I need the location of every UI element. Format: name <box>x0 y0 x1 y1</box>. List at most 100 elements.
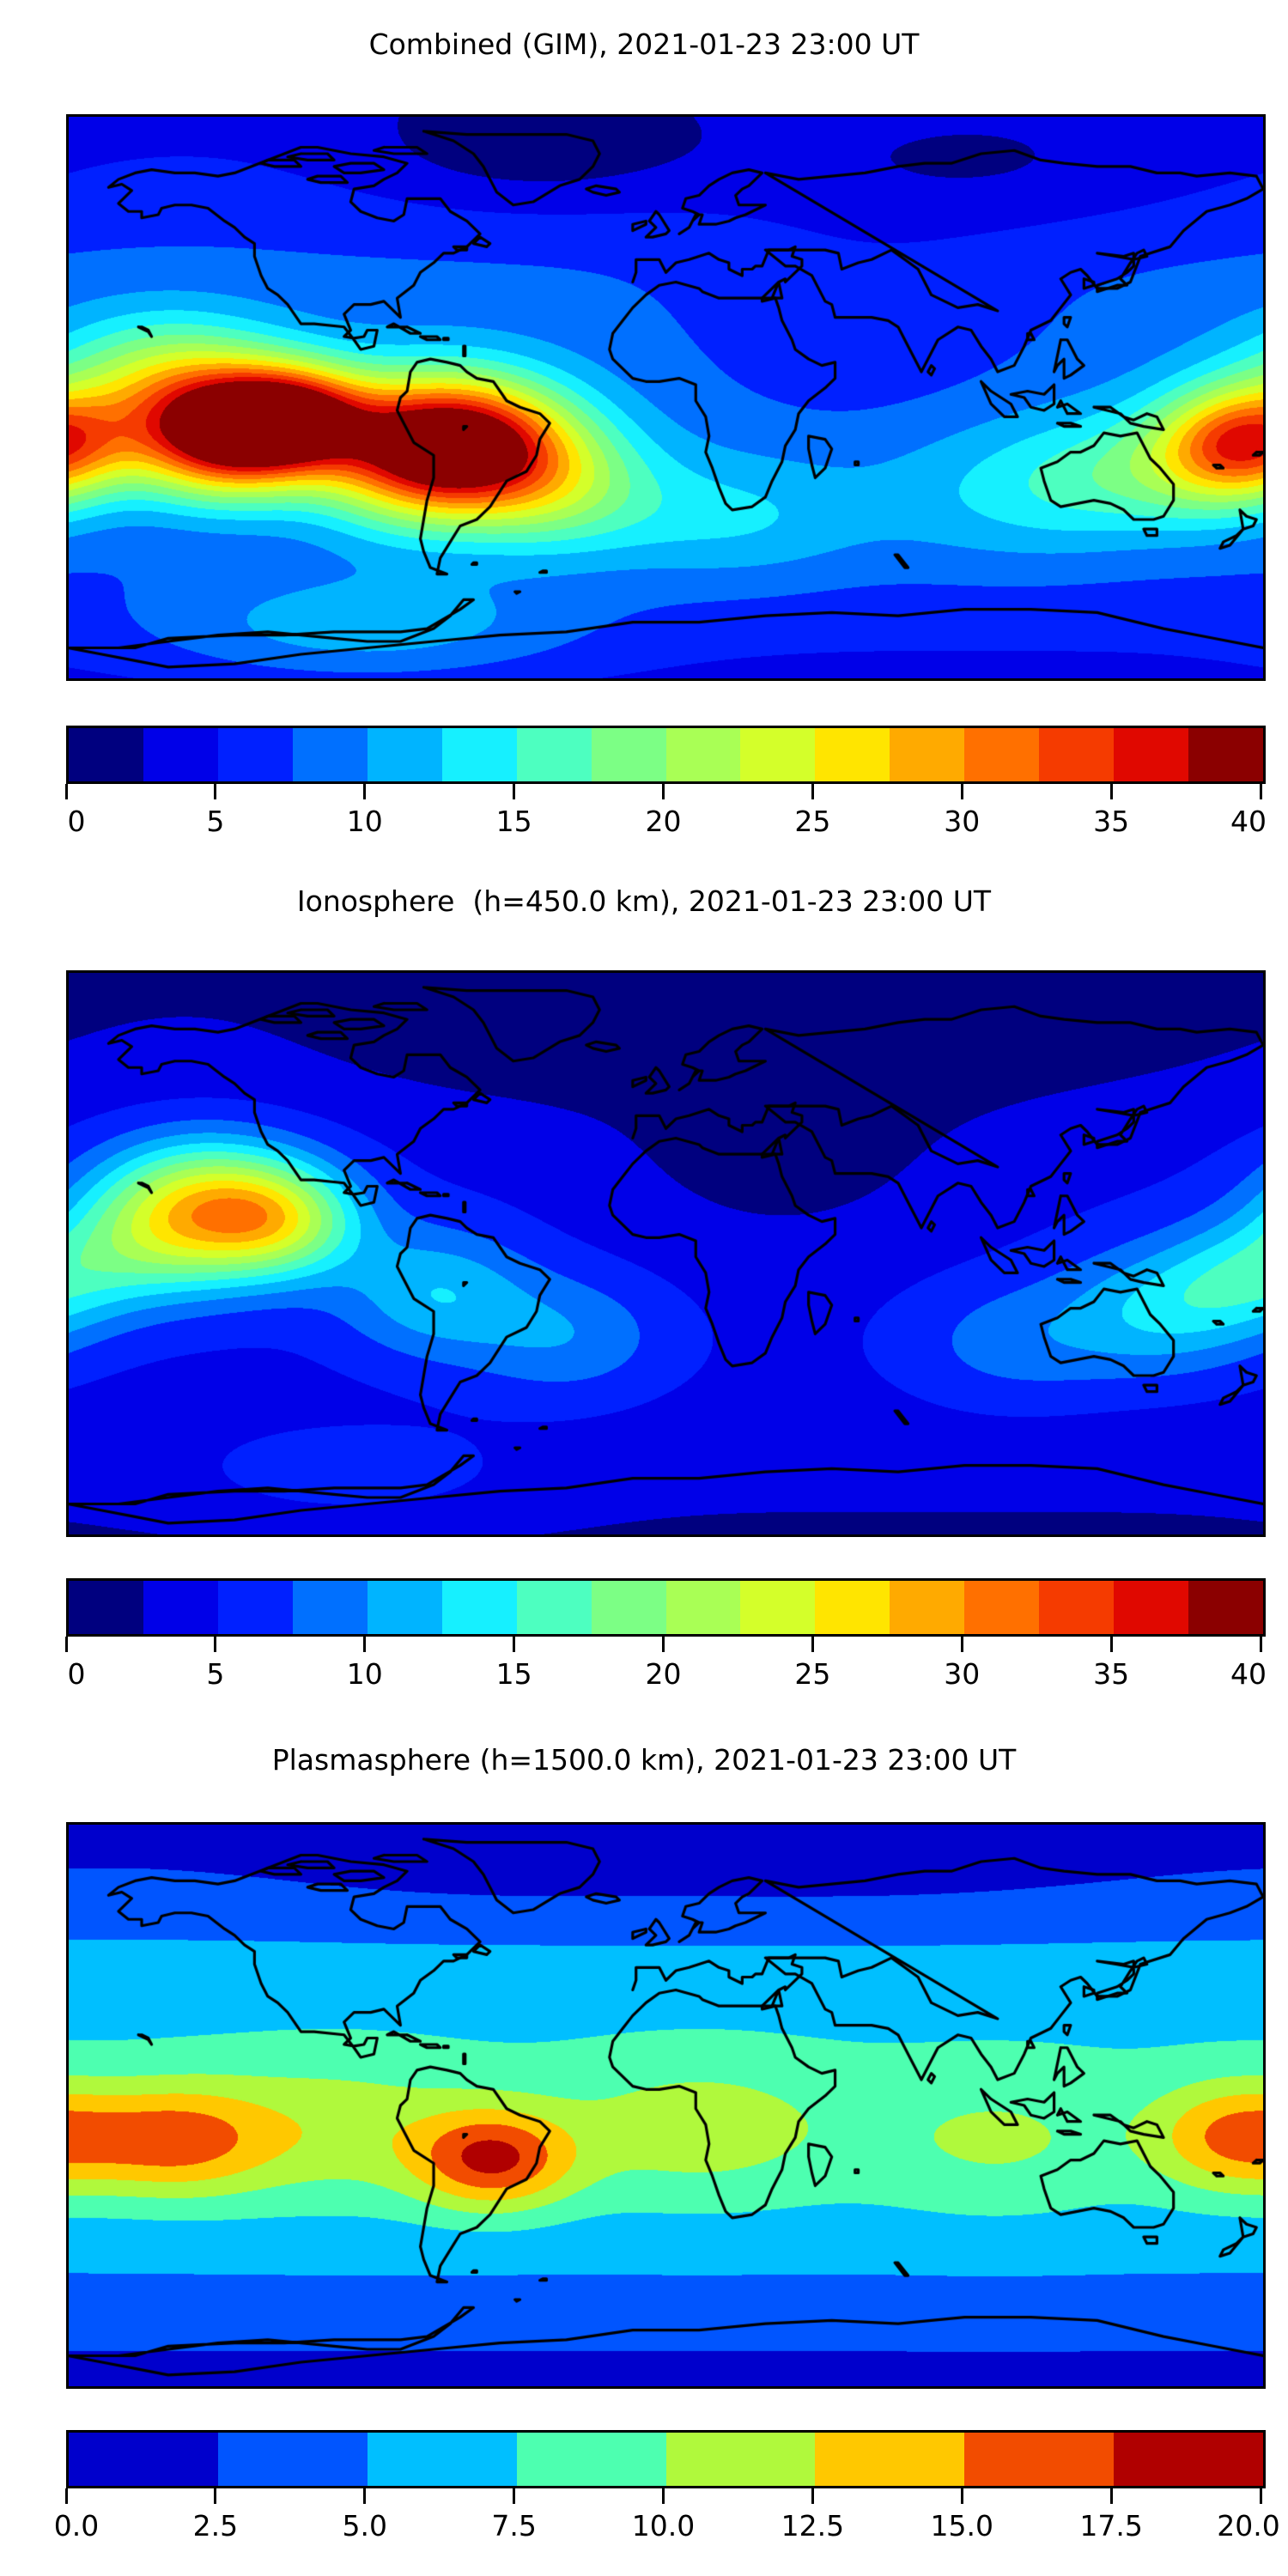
colorbar-band-11 <box>890 1581 965 1634</box>
panel-title-ionosphere: Ionosphere (h=450.0 km), 2021-01-23 23:0… <box>296 884 992 918</box>
colorbar-tick <box>513 1637 516 1652</box>
colorbar-band-7 <box>591 728 666 781</box>
colorbar-tick <box>64 2488 68 2504</box>
colorbar-labels-ionosphere: 0 5 10 15 20 25 30 35 40 <box>64 1654 1267 1693</box>
colorbar-tick-label: 7.5 <box>491 2509 537 2543</box>
colorbar-tick-label: 0 <box>67 1657 86 1691</box>
colorbar-band-4 <box>367 728 442 781</box>
colorbar-band-10 <box>815 1581 890 1634</box>
colorbar-ionosphere: 0 5 10 15 20 25 30 35 40 <box>64 1578 1267 1693</box>
colorbar-tick <box>363 2488 367 2504</box>
map-canvas-plasmasphere <box>69 1825 1263 2386</box>
colorbar-band-2 <box>217 728 293 781</box>
colorbar-strip-ionosphere <box>66 1578 1266 1637</box>
colorbar-band-8 <box>665 1581 741 1634</box>
panel-combined-gim: Combined (GIM), 2021-01-23 23:00 UT 0 5 10… <box>0 0 1288 859</box>
colorbar-band-14 <box>1114 1581 1189 1634</box>
colorbar-band-5 <box>815 2433 965 2486</box>
colorbar-tick-label: 0.0 <box>53 2509 100 2543</box>
colorbar-ticks-ionosphere <box>64 1637 1263 1654</box>
colorbar-labels-combined-gim: 0 5 10 15 20 25 30 35 40 <box>64 801 1267 841</box>
colorbar-tick <box>1109 2488 1113 2504</box>
colorbar-tick <box>662 1637 665 1652</box>
colorbar-band-12 <box>964 1581 1040 1634</box>
colorbar-band-0 <box>69 728 143 781</box>
colorbar-tick <box>1109 784 1113 799</box>
colorbar-band-1 <box>217 2433 368 2486</box>
colorbar-band-6 <box>516 728 592 781</box>
panel-title-plasmasphere: Plasmasphere (h=1500.0 km), 2021-01-23 2… <box>271 1743 1017 1777</box>
colorbar-tick <box>513 784 516 799</box>
colorbar-tick <box>960 1637 963 1652</box>
colorbar-band-14 <box>1114 728 1189 781</box>
panel-plasmasphere: Plasmasphere (h=1500.0 km), 2021-01-23 2… <box>0 1717 1288 2576</box>
colorbar-band-15 <box>1188 728 1263 781</box>
colorbar-band-10 <box>815 728 890 781</box>
colorbar-tick-label: 10 <box>346 1657 383 1691</box>
colorbar-tick <box>363 784 367 799</box>
colorbar-tick <box>64 1637 68 1652</box>
map-plasmasphere <box>66 1822 1266 2389</box>
colorbar-band-2 <box>217 1581 293 1634</box>
colorbar-ticks-plasmasphere <box>64 2488 1263 2506</box>
colorbar-tick-label: 35 <box>1093 1657 1130 1691</box>
panel-title-combined-gim: Combined (GIM), 2021-01-23 23:00 UT <box>368 27 920 61</box>
colorbar-labels-plasmasphere: 0.0 2.5 5.0 7.5 10.0 12.5 15.0 17.5 20.0 <box>54 2506 1280 2545</box>
colorbar-tick-label: 40 <box>1230 1657 1267 1691</box>
colorbar-band-5 <box>441 1581 517 1634</box>
colorbar-band-6 <box>964 2433 1115 2486</box>
colorbar-band-0 <box>69 1581 143 1634</box>
colorbar-band-13 <box>1039 728 1115 781</box>
colorbar-ticks-combined-gim <box>64 784 1263 801</box>
colorbar-tick <box>1259 2488 1262 2504</box>
colorbar-band-3 <box>292 1581 368 1634</box>
colorbar-tick-label: 10.0 <box>631 2509 696 2543</box>
colorbar-band-7 <box>591 1581 666 1634</box>
colorbar-tick-label: 15.0 <box>930 2509 993 2543</box>
colorbar-tick-label: 40 <box>1230 805 1267 838</box>
colorbar-combined-gim: 0 5 10 15 20 25 30 35 40 <box>64 726 1267 841</box>
colorbar-plasmasphere: 0.0 2.5 5.0 7.5 10.0 12.5 15.0 17.5 20.0 <box>54 2430 1280 2545</box>
map-ionosphere <box>66 970 1266 1537</box>
colorbar-tick <box>1259 784 1262 799</box>
colorbar-band-9 <box>740 1581 816 1634</box>
colorbar-tick <box>1259 1637 1262 1652</box>
colorbar-band-9 <box>740 728 816 781</box>
colorbar-tick-label: 20.0 <box>1217 2509 1280 2543</box>
map-canvas-combined-gim <box>69 117 1263 678</box>
colorbar-tick-label: 12.5 <box>781 2509 845 2543</box>
colorbar-band-3 <box>516 2433 666 2486</box>
colorbar-band-1 <box>143 728 218 781</box>
colorbar-tick-label: 10 <box>346 805 383 838</box>
colorbar-strip-combined-gim <box>66 726 1266 784</box>
colorbar-band-13 <box>1039 1581 1115 1634</box>
map-canvas-ionosphere <box>69 973 1263 1534</box>
colorbar-strip-plasmasphere <box>66 2430 1266 2488</box>
colorbar-tick <box>811 784 814 799</box>
colorbar-tick <box>1109 1637 1113 1652</box>
colorbar-tick <box>960 2488 963 2504</box>
map-combined-gim <box>66 114 1266 681</box>
colorbar-tick-label: 30 <box>944 805 981 838</box>
colorbar-tick <box>363 1637 367 1652</box>
panel-ionosphere: Ionosphere (h=450.0 km), 2021-01-23 23:0… <box>0 859 1288 1717</box>
colorbar-tick-label: 30 <box>944 1657 981 1691</box>
colorbar-band-4 <box>367 1581 442 1634</box>
colorbar-tick <box>662 2488 665 2504</box>
colorbar-band-8 <box>665 728 741 781</box>
colorbar-tick-label: 15 <box>495 805 532 838</box>
colorbar-band-2 <box>367 2433 517 2486</box>
colorbar-band-7 <box>1114 2433 1263 2486</box>
colorbar-tick-label: 20 <box>645 1657 682 1691</box>
colorbar-band-0 <box>69 2433 218 2486</box>
colorbar-tick <box>64 784 68 799</box>
colorbar-tick-label: 25 <box>794 805 831 838</box>
colorbar-tick-label: 25 <box>794 1657 831 1691</box>
colorbar-tick <box>662 784 665 799</box>
colorbar-band-11 <box>890 728 965 781</box>
colorbar-tick <box>214 2488 217 2504</box>
colorbar-tick-label: 2.5 <box>192 2509 239 2543</box>
colorbar-tick-label: 20 <box>645 805 682 838</box>
colorbar-tick-label: 5.0 <box>342 2509 387 2543</box>
